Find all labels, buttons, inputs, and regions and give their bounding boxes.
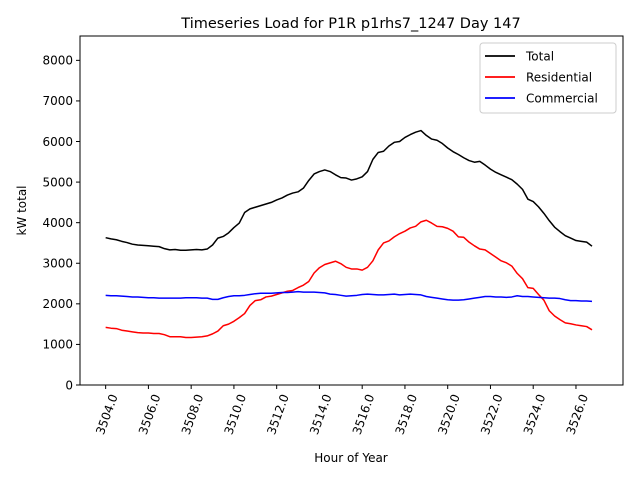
y-tick-label: 2000 [42, 297, 73, 311]
y-axis-label: kW total [15, 185, 29, 235]
y-tick-label: 8000 [42, 54, 73, 68]
legend-label-commercial: Commercial [526, 92, 598, 106]
y-axis: 0 1000 2000 3000 4000 5000 6000 7000 8000 [42, 54, 80, 392]
series-line-residential [105, 219, 593, 339]
series-line-commercial [105, 290, 593, 303]
legend-label-residential: Residential [526, 71, 592, 85]
y-tick-label: 0 [65, 378, 73, 392]
y-tick-label: 6000 [42, 135, 73, 149]
chart-title: Timeseries Load for P1R p1rhs7_1247 Day … [180, 16, 520, 32]
y-tick-label: 4000 [42, 216, 73, 230]
y-tick-label: 7000 [42, 94, 73, 108]
legend-label-total: Total [525, 50, 554, 64]
y-tick-label: 1000 [42, 338, 73, 352]
legend: Total Residential Commercial [479, 42, 617, 114]
y-tick-label: 3000 [42, 257, 73, 271]
x-axis-label: Hour of Year [314, 451, 388, 465]
y-tick-label: 5000 [42, 175, 73, 189]
plot-frame [79, 35, 624, 386]
series-group [105, 129, 593, 339]
legend-frame [479, 42, 617, 114]
series-line-total [105, 129, 593, 252]
